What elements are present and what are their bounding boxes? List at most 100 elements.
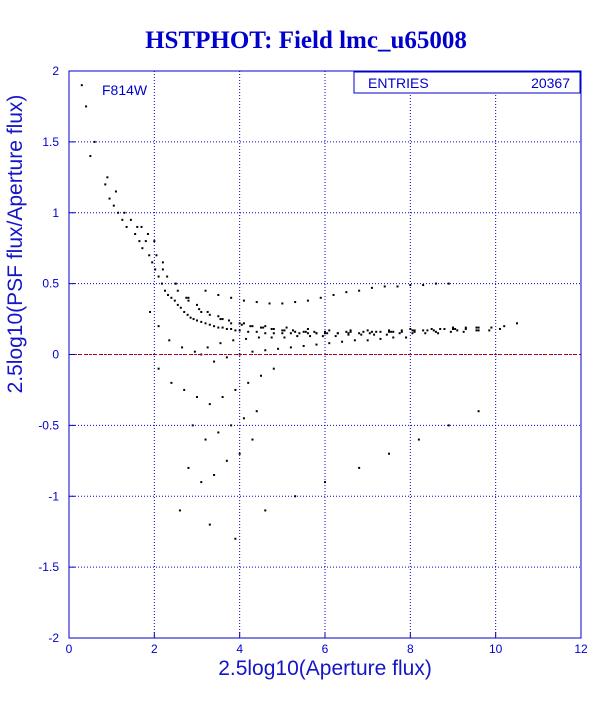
- data-point: [388, 329, 390, 332]
- data-point: [475, 326, 478, 329]
- data-point: [234, 388, 237, 391]
- y-tick-label: 1.5: [42, 135, 59, 149]
- chart-title: HSTPHOT: Field lmc_u65008: [145, 27, 467, 54]
- data-point: [324, 332, 326, 335]
- data-point: [93, 140, 96, 143]
- data-point: [161, 282, 164, 285]
- data-point: [191, 424, 194, 427]
- data-point: [140, 225, 143, 228]
- data-point: [449, 330, 452, 333]
- data-point: [268, 302, 271, 305]
- data-point: [221, 326, 224, 329]
- data-point: [230, 296, 233, 299]
- data-point: [204, 289, 207, 292]
- data-point: [183, 388, 186, 391]
- data-point: [213, 325, 216, 328]
- data-point: [238, 329, 241, 332]
- data-point: [434, 330, 437, 333]
- data-point: [319, 296, 322, 299]
- y-tick-label: -1.5: [38, 560, 59, 574]
- data-point: [196, 396, 198, 399]
- data-point: [341, 340, 344, 343]
- data-point: [187, 466, 190, 469]
- data-point: [309, 335, 312, 338]
- data-point: [200, 320, 203, 323]
- data-point: [183, 310, 186, 313]
- data-point: [138, 240, 141, 243]
- data-point: [251, 350, 254, 353]
- data-point: [144, 240, 147, 243]
- data-point: [232, 339, 235, 342]
- data-point: [272, 367, 275, 370]
- data-point: [368, 332, 371, 335]
- data-point: [219, 318, 222, 321]
- data-point: [396, 285, 399, 288]
- data-point: [240, 323, 243, 326]
- data-point: [422, 284, 425, 287]
- data-point: [477, 326, 480, 329]
- data-point: [289, 332, 292, 335]
- data-point: [477, 410, 480, 413]
- data-point: [358, 332, 361, 335]
- data-point: [516, 322, 518, 325]
- data-point: [362, 330, 365, 333]
- data-point: [281, 332, 284, 335]
- data-point: [488, 329, 491, 332]
- data-point: [447, 282, 450, 285]
- data-point: [264, 332, 267, 335]
- y-tick-label: 0.5: [42, 277, 59, 291]
- y-tick-label: -2: [48, 631, 59, 645]
- data-point: [313, 330, 316, 333]
- data-point: [379, 337, 382, 340]
- data-point: [198, 308, 201, 311]
- data-point: [349, 329, 352, 332]
- data-point: [157, 367, 160, 370]
- data-point: [123, 211, 126, 214]
- data-point: [304, 330, 307, 333]
- data-point: [204, 322, 207, 325]
- data-point: [328, 342, 331, 345]
- data-point: [417, 438, 420, 441]
- data-point: [179, 306, 182, 309]
- data-point: [230, 424, 233, 427]
- data-point: [443, 327, 446, 330]
- data-point: [385, 333, 388, 336]
- stats-entries-label: ENTRIES: [368, 75, 429, 91]
- x-tick-label: 12: [574, 642, 588, 656]
- data-point: [358, 466, 361, 469]
- data-point: [247, 330, 250, 333]
- data-point: [173, 299, 176, 302]
- data-point: [187, 299, 190, 302]
- data-point: [181, 346, 184, 349]
- data-point: [358, 289, 361, 292]
- data-point: [306, 299, 309, 302]
- data-point: [106, 176, 109, 179]
- data-point: [208, 323, 211, 326]
- data-point: [225, 327, 228, 330]
- data-point: [80, 84, 83, 87]
- data-point: [208, 523, 211, 526]
- data-point: [247, 381, 250, 384]
- data-point: [324, 481, 326, 484]
- data-point: [452, 326, 454, 329]
- data-point: [178, 509, 181, 512]
- data-point: [326, 332, 329, 335]
- data-point: [206, 310, 209, 313]
- y-tick-label: 0: [52, 348, 59, 362]
- data-point: [392, 336, 395, 339]
- data-point: [217, 293, 220, 296]
- data-point: [292, 329, 294, 332]
- data-point: [360, 333, 363, 336]
- data-point: [161, 268, 164, 271]
- data-point: [196, 319, 198, 322]
- data-point: [447, 424, 450, 427]
- data-point: [498, 327, 501, 330]
- data-point: [392, 330, 395, 333]
- data-point: [242, 322, 245, 325]
- data-point: [430, 327, 433, 330]
- data-point: [151, 261, 154, 264]
- data-point: [490, 326, 493, 329]
- data-point: [289, 346, 292, 349]
- data-point: [413, 330, 416, 333]
